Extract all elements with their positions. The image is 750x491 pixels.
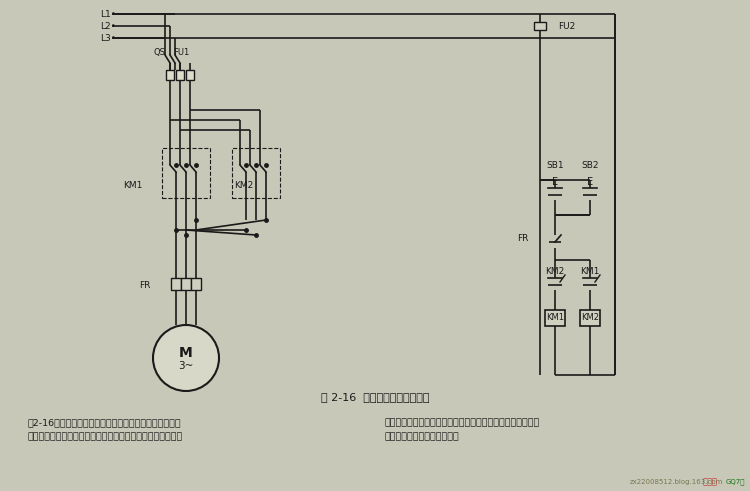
Text: zx22008512.blog.163.com: zx22008512.blog.163.com	[630, 479, 723, 485]
Bar	[545, 310, 565, 326]
Text: L1•: L1•	[100, 9, 116, 19]
Text: M: M	[179, 346, 193, 360]
Text: 3~: 3~	[178, 361, 194, 371]
Text: E: E	[587, 177, 593, 187]
Text: KM1: KM1	[546, 313, 564, 323]
Bar	[162, 148, 210, 198]
Text: KM2: KM2	[545, 268, 565, 276]
Text: 线圈回路中互串对方一个常闭辅助触点作联锁保护，以防止两
接触器同时接通而造成短路。: 线圈回路中互串对方一个常闭辅助触点作联锁保护，以防止两 接触器同时接通而造成短路…	[385, 418, 540, 441]
Text: FR: FR	[139, 280, 150, 290]
Bar	[534, 22, 546, 30]
Text: KM1: KM1	[580, 268, 600, 276]
Text: GQ7图: GQ7图	[725, 479, 745, 485]
Text: KM2: KM2	[581, 313, 599, 323]
Text: FU2: FU2	[558, 22, 575, 30]
Text: E: E	[552, 177, 558, 187]
Bar	[171, 278, 181, 290]
Text: 插线图: 插线图	[703, 478, 718, 487]
Text: 图2-16所示为点动可逆运行控制线路，该线路用两个接触
器改换电源相序接线来达到电动机可逆运行。在两个接触器的: 图2-16所示为点动可逆运行控制线路，该线路用两个接触 器改换电源相序接线来达到…	[28, 418, 183, 441]
Bar	[580, 310, 600, 326]
Text: SB2: SB2	[581, 161, 598, 169]
Bar	[186, 70, 194, 80]
Text: KM2: KM2	[234, 181, 254, 190]
Bar	[166, 70, 174, 80]
Text: 图 2-16  点动可逆运行控制线路: 图 2-16 点动可逆运行控制线路	[321, 392, 429, 402]
Bar	[191, 278, 201, 290]
Text: L3•: L3•	[100, 33, 116, 43]
Text: L2•: L2•	[100, 22, 116, 30]
Bar	[176, 70, 184, 80]
Text: FU1: FU1	[173, 48, 189, 56]
Text: KM1: KM1	[124, 181, 143, 190]
Bar	[181, 278, 191, 290]
Text: QS: QS	[153, 48, 165, 56]
Bar	[232, 148, 280, 198]
Text: SB1: SB1	[546, 161, 564, 169]
Text: FR: FR	[517, 234, 528, 243]
Circle shape	[153, 325, 219, 391]
